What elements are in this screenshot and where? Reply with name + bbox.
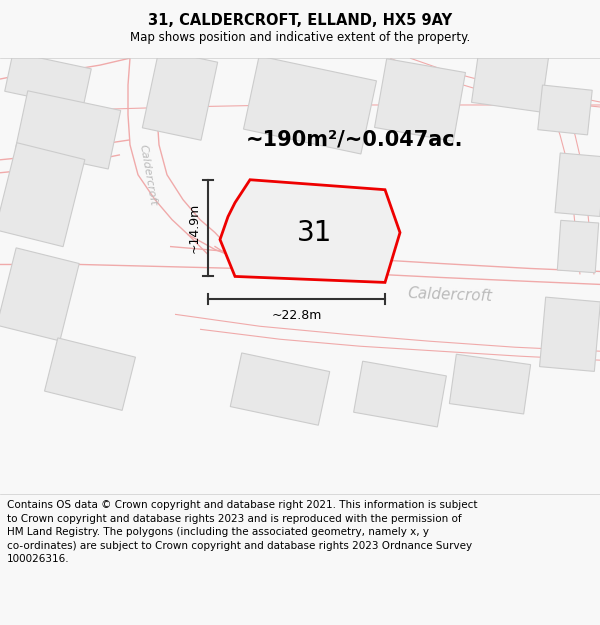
Polygon shape xyxy=(220,180,400,282)
Polygon shape xyxy=(44,338,136,411)
Polygon shape xyxy=(539,297,600,371)
Polygon shape xyxy=(555,153,600,216)
Text: Caldercroft: Caldercroft xyxy=(137,143,158,206)
Polygon shape xyxy=(538,85,592,135)
Text: 31: 31 xyxy=(298,219,332,247)
Text: ~190m²/~0.047ac.: ~190m²/~0.047ac. xyxy=(246,130,464,150)
Polygon shape xyxy=(16,91,121,169)
Polygon shape xyxy=(230,353,330,425)
Polygon shape xyxy=(5,52,91,108)
Polygon shape xyxy=(142,50,218,140)
Text: 31, CALDERCROFT, ELLAND, HX5 9AY: 31, CALDERCROFT, ELLAND, HX5 9AY xyxy=(148,12,452,28)
Text: Contains OS data © Crown copyright and database right 2021. This information is : Contains OS data © Crown copyright and d… xyxy=(7,500,478,564)
Text: Map shows position and indicative extent of the property.: Map shows position and indicative extent… xyxy=(130,31,470,44)
Polygon shape xyxy=(0,142,85,247)
Polygon shape xyxy=(244,56,376,154)
Polygon shape xyxy=(0,248,79,341)
Polygon shape xyxy=(557,221,599,272)
Polygon shape xyxy=(374,59,466,141)
Polygon shape xyxy=(472,48,548,112)
Text: ~14.9m: ~14.9m xyxy=(187,203,200,253)
Polygon shape xyxy=(449,354,530,414)
Text: ~22.8m: ~22.8m xyxy=(271,309,322,322)
Text: Caldercroft: Caldercroft xyxy=(407,286,493,304)
Polygon shape xyxy=(353,361,446,427)
